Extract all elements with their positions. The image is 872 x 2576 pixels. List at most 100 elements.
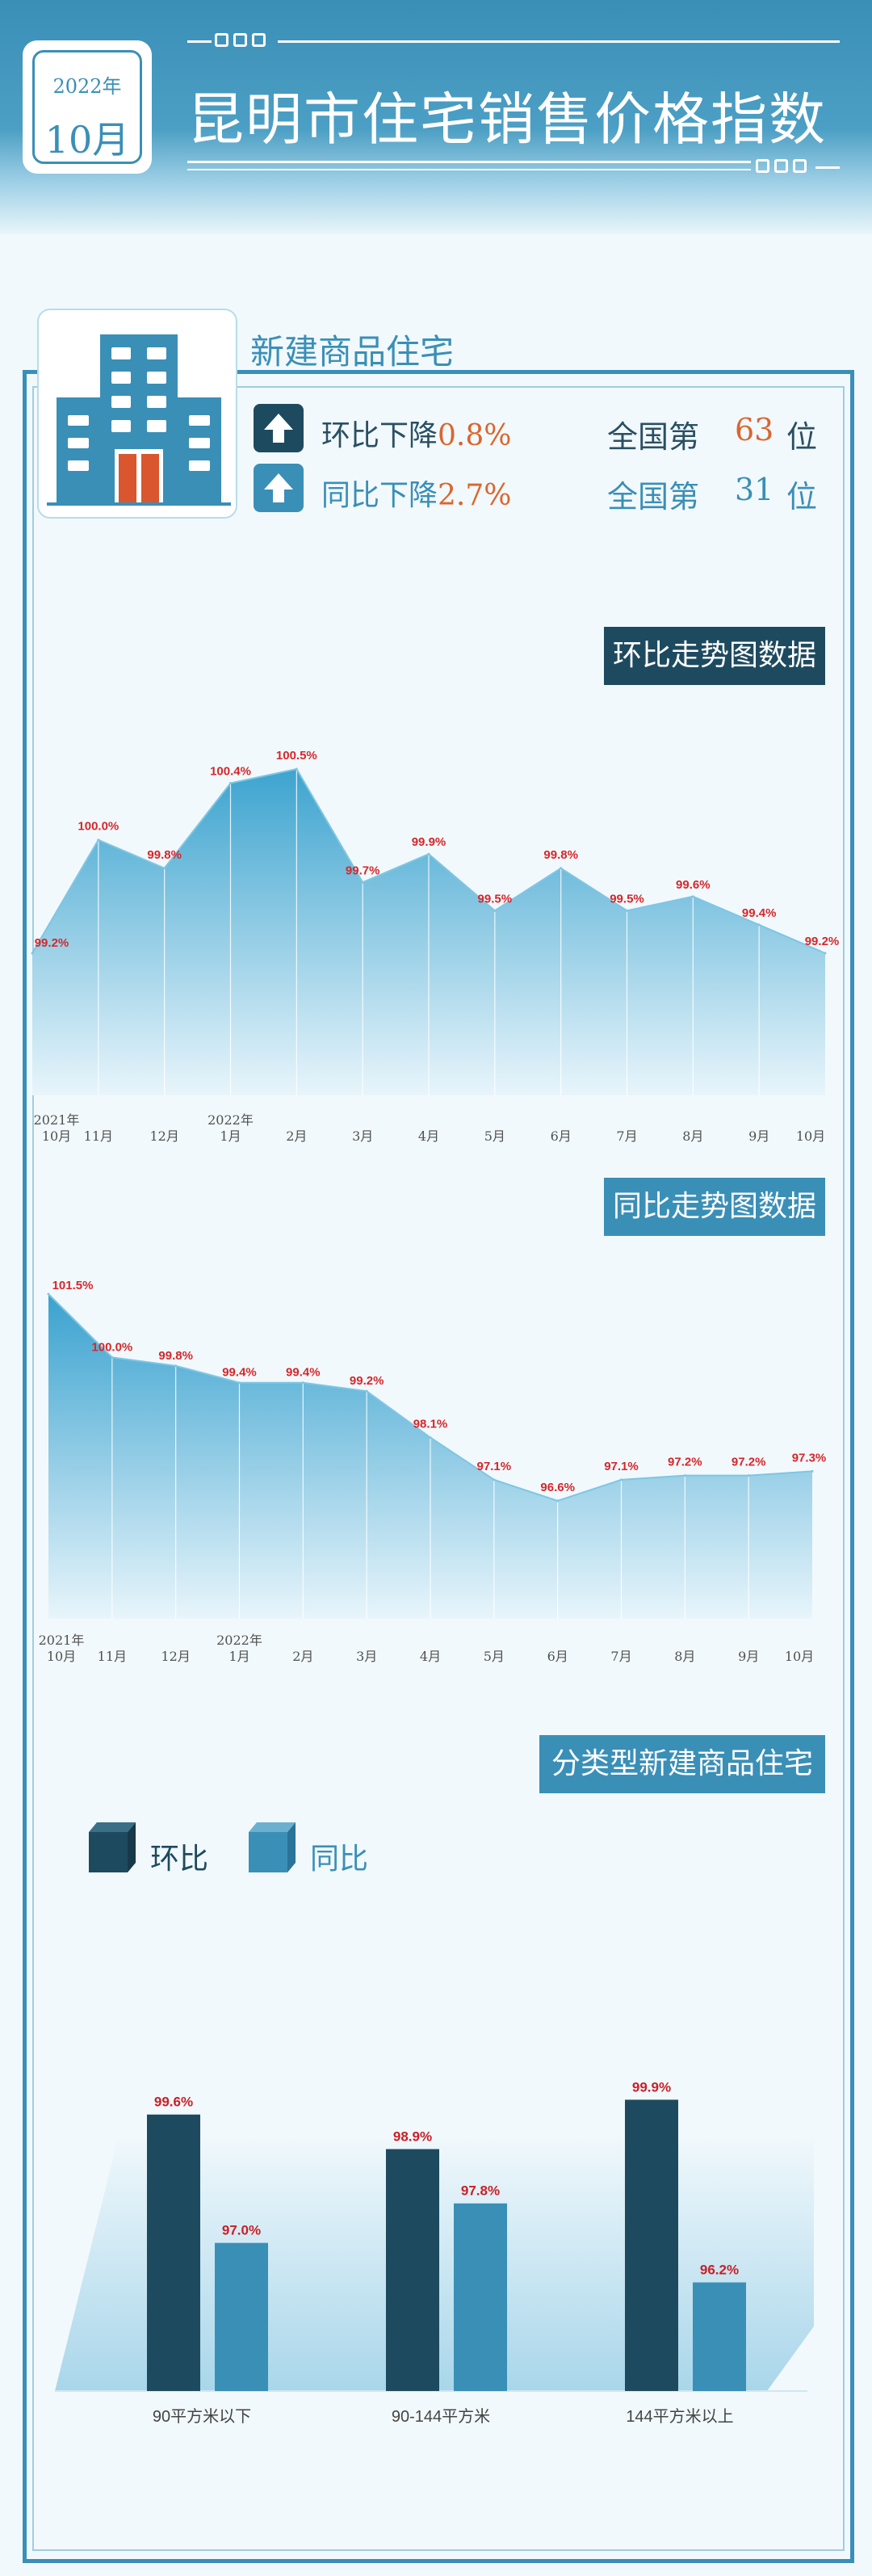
- bar-value-label: 96.2%: [700, 2263, 739, 2278]
- data-label: 99.6%: [676, 878, 711, 892]
- header-banner: 2022年 10月 昆明市住宅销售价格指数: [0, 0, 872, 234]
- data-label: 99.4%: [742, 906, 777, 920]
- data-label: 99.2%: [350, 1374, 384, 1388]
- up-arrow-icon: [254, 404, 304, 452]
- data-point: [556, 1499, 560, 1502]
- x-tick-label: 8月: [674, 1649, 695, 1664]
- data-label: 97.2%: [732, 1456, 766, 1469]
- legend-yoy-label: 同比: [310, 1843, 369, 1876]
- mom-value: 0.8%: [438, 419, 512, 452]
- top-line-right: [278, 40, 840, 43]
- yoy-value: 2.7%: [438, 479, 512, 512]
- legend-mom-swatch: [87, 1822, 137, 1877]
- x-tick-label: 9月: [748, 1128, 769, 1144]
- data-point: [620, 1478, 623, 1481]
- mom-rank-prefix: 全国第: [607, 419, 700, 455]
- data-label: 99.7%: [346, 864, 380, 877]
- data-point: [295, 767, 298, 771]
- data-label: 99.2%: [805, 935, 840, 948]
- data-label: 99.4%: [286, 1366, 321, 1380]
- data-label: 97.2%: [668, 1456, 702, 1469]
- top-squares: [215, 33, 266, 47]
- data-point: [301, 1381, 304, 1385]
- data-point: [427, 852, 430, 855]
- data-point: [163, 867, 166, 870]
- x-tick-label: 1月: [228, 1649, 249, 1664]
- data-point: [691, 895, 694, 898]
- data-point: [493, 1478, 496, 1481]
- content-frame-inner: [32, 386, 845, 2551]
- date-month: 10月: [44, 118, 130, 162]
- page-title: 昆明市住宅销售价格指数: [187, 86, 827, 153]
- data-point: [824, 952, 827, 955]
- mom-rank: 63: [735, 412, 774, 448]
- mom-chart-title: 环比走势图数据: [604, 627, 825, 685]
- data-label: 96.6%: [540, 1481, 575, 1494]
- x-tick-label: 1月: [220, 1128, 241, 1144]
- data-point: [757, 923, 761, 927]
- x-tick-label: 6月: [547, 1649, 568, 1664]
- data-point: [429, 1436, 432, 1439]
- x-tick-label: 8月: [682, 1128, 703, 1144]
- yoy-chart-title: 同比走势图数据: [604, 1178, 825, 1236]
- data-point: [811, 1469, 814, 1473]
- top-line-left: [187, 40, 212, 43]
- data-point: [174, 1364, 178, 1368]
- x-tick-label: 12月: [149, 1128, 178, 1144]
- data-point: [361, 880, 364, 884]
- x-tick-label: 10月: [785, 1649, 814, 1664]
- bar-value-label: 99.6%: [154, 2095, 193, 2110]
- yoy-label: 同比下降: [321, 479, 438, 512]
- x-tick-label: 11月: [84, 1128, 113, 1144]
- bottom-line-thin: [187, 169, 751, 170]
- bar: [386, 2149, 439, 2391]
- data-label: 99.8%: [147, 848, 182, 862]
- data-label: 98.1%: [413, 1418, 448, 1431]
- bar: [147, 2114, 200, 2391]
- data-label: 100.0%: [91, 1340, 132, 1354]
- x-tick-label: 7月: [610, 1649, 631, 1664]
- x-tick-label: 10月: [47, 1649, 76, 1664]
- x-tick-label: 4月: [418, 1128, 439, 1144]
- date-card: 2022年 10月: [23, 40, 152, 174]
- bottom-line-right: [815, 166, 840, 169]
- bottom-squares: [756, 159, 807, 173]
- data-label: 97.3%: [792, 1451, 827, 1464]
- data-point: [626, 909, 628, 912]
- x-tick-label: 6月: [551, 1128, 572, 1144]
- data-point: [47, 1292, 50, 1296]
- data-point: [683, 1474, 686, 1477]
- data-label: 97.1%: [477, 1460, 512, 1473]
- legend-yoy-swatch: [247, 1822, 297, 1877]
- x-tick-label: 5月: [484, 1128, 505, 1144]
- x-tick-label: 2月: [286, 1128, 307, 1144]
- x-tick-label: 10月: [796, 1128, 825, 1144]
- data-point: [560, 867, 563, 870]
- data-point: [229, 782, 232, 785]
- x-tick-label: 2022年: [208, 1112, 254, 1128]
- x-tick-label: 10月: [42, 1128, 71, 1144]
- date-card-border: 2022年 10月: [32, 50, 142, 164]
- data-label: 97.1%: [604, 1460, 639, 1473]
- x-tick-label: 2022年: [216, 1633, 262, 1648]
- section-title: 新建商品住宅: [250, 332, 455, 372]
- building-card: [37, 309, 237, 519]
- data-point: [365, 1389, 368, 1393]
- x-tick-label: 2021年: [39, 1633, 85, 1648]
- data-label: 101.5%: [52, 1279, 94, 1292]
- mom-stat: 环比下降0.8%: [321, 412, 511, 454]
- bar-value-label: 97.8%: [461, 2183, 500, 2199]
- data-label: 99.8%: [543, 848, 578, 862]
- x-tick-label: 9月: [738, 1649, 759, 1664]
- x-tick-label: 7月: [616, 1128, 637, 1144]
- bar-chart-title: 分类型新建商品住宅: [539, 1735, 825, 1793]
- data-label: 99.5%: [478, 892, 513, 906]
- category-label: 90平方米以下: [153, 2407, 251, 2426]
- x-tick-label: 2月: [292, 1649, 313, 1664]
- yoy-area-chart: 101.5%2021年10月100.0%11月99.8%12月99.4%2022…: [39, 1279, 827, 1664]
- data-label: 99.8%: [158, 1349, 193, 1363]
- data-point: [111, 1355, 114, 1359]
- data-label: 99.4%: [222, 1366, 257, 1380]
- x-tick-label: 3月: [356, 1649, 377, 1664]
- up-arrow-icon: [254, 464, 304, 512]
